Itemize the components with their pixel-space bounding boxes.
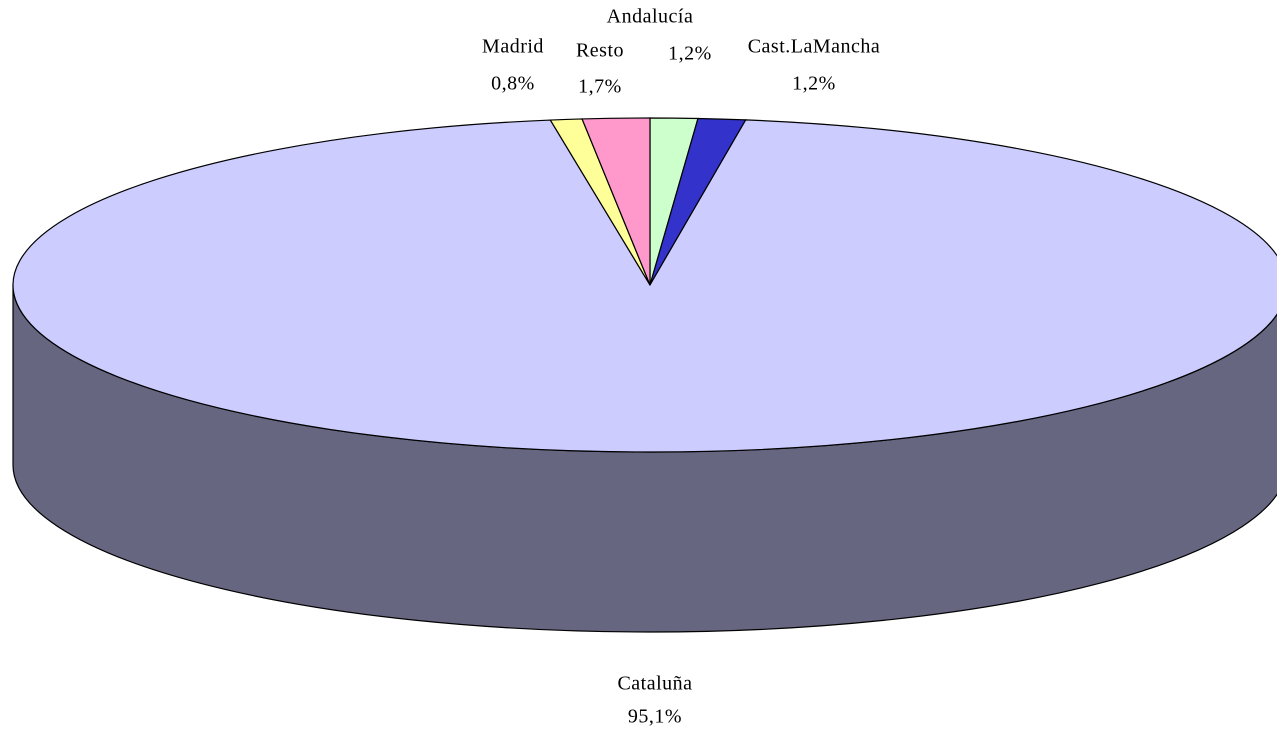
slice-name: Resto — [576, 40, 624, 62]
slice-value-label: 0,8% — [491, 73, 535, 95]
slice-value-label: 1,2% — [792, 73, 836, 95]
slice — [581, 117, 651, 286]
slice-value-label: 95,1% — [628, 706, 682, 728]
slice-name: Cataluña — [617, 673, 692, 695]
slice-value-label: 1,2% — [668, 43, 712, 65]
slice-name: Cast.LaMancha — [748, 36, 881, 58]
slice — [12, 119, 1277, 453]
slice-name: Andalucía — [607, 6, 694, 28]
slice-value-label: 1,7% — [578, 76, 622, 98]
slice-name: Madrid — [482, 36, 544, 58]
